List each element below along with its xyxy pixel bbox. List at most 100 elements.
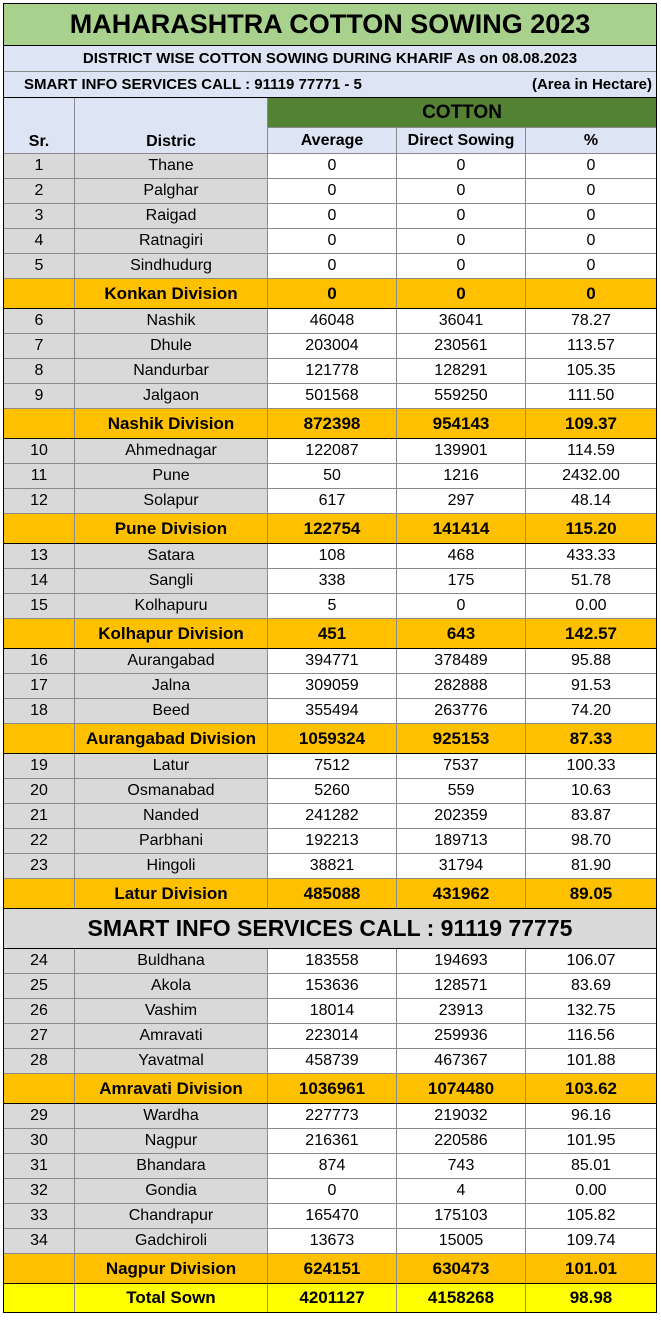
percent-cell: 105.82 <box>566 1207 616 1224</box>
percent-cell: 91.53 <box>570 677 612 694</box>
average-cell: 394771 <box>268 649 397 673</box>
table-row: 27 Amravati 223014 259936 116.56 <box>4 1024 656 1049</box>
average-cell: 7512 <box>268 754 397 778</box>
direct-sowing-cell: 36041 <box>397 309 526 333</box>
sheet-subtitle: DISTRICT WISE COTTON SOWING DURING KHARI… <box>4 46 656 72</box>
division-row: Latur Division 485088 431962 89.05 <box>4 879 656 909</box>
direct-sowing-cell: 23913 <box>397 999 526 1023</box>
sr-cell: 22 <box>4 829 75 853</box>
district-cell: Ratnagiri <box>75 229 268 253</box>
table-row: 24 Buldhana 183558 194693 106.07 <box>4 949 656 974</box>
direct-sowing-cell: 630473 <box>397 1254 526 1283</box>
percent-cell: 51.78 <box>570 572 612 589</box>
sr-cell: 19 <box>4 754 75 778</box>
header-sr: Sr. <box>4 98 75 153</box>
percent-cell: 106.07 <box>566 952 616 969</box>
percent-cell: 0 <box>586 182 596 199</box>
percent-cell: 98.98 <box>569 1288 613 1307</box>
average-cell: 121778 <box>268 359 397 383</box>
direct-sowing-cell: 925153 <box>397 724 526 753</box>
sr-cell <box>4 409 75 438</box>
percent-cell: 89.05 <box>569 883 613 903</box>
average-cell: 501568 <box>268 384 397 408</box>
division-row: Kolhapur Division 451 643 142.57 <box>4 619 656 649</box>
district-cell: Pune Division <box>75 514 268 543</box>
sr-cell: 26 <box>4 999 75 1023</box>
direct-sowing-cell: 743 <box>397 1154 526 1178</box>
average-cell: 5 <box>268 594 397 618</box>
district-cell: Nagpur <box>75 1129 268 1153</box>
percent-cell: 0 <box>586 207 596 224</box>
sr-cell: 24 <box>4 949 75 973</box>
percent-cell: 116.56 <box>567 1027 615 1044</box>
direct-sowing-cell: 194693 <box>397 949 526 973</box>
percent-cell: 83.69 <box>570 977 612 994</box>
sr-cell <box>4 1284 75 1312</box>
percent-cell: 114.59 <box>567 442 615 459</box>
average-cell: 165470 <box>268 1204 397 1228</box>
percent-cell: 101.95 <box>566 1132 616 1149</box>
direct-sowing-cell: 189713 <box>397 829 526 853</box>
sr-cell: 33 <box>4 1204 75 1228</box>
percent-cell: 74.20 <box>570 702 612 719</box>
average-cell: 0 <box>268 154 397 178</box>
table-row: 7 Dhule 203004 230561 113.57 <box>4 334 656 359</box>
info-line: SMART INFO SERVICES CALL : 91119 77771 -… <box>4 72 656 98</box>
table-header: Sr. Distric COTTON Average Direct Sowing… <box>4 98 656 154</box>
district-cell: Ahmednagar <box>75 439 268 463</box>
percent-cell: 0.00 <box>575 1182 607 1199</box>
percent-cell: 78.27 <box>570 312 612 329</box>
sr-cell: 7 <box>4 334 75 358</box>
average-cell: 5260 <box>268 779 397 803</box>
average-cell: 0 <box>268 254 397 278</box>
sr-cell: 15 <box>4 594 75 618</box>
table-row: 19 Latur 7512 7537 100.33 <box>4 754 656 779</box>
percent-cell: 0.00 <box>575 597 607 614</box>
table-row: 21 Nanded 241282 202359 83.87 <box>4 804 656 829</box>
direct-sowing-cell: 559250 <box>397 384 526 408</box>
table-row: 18 Beed 355494 263776 74.20 <box>4 699 656 724</box>
percent-cell: 109.74 <box>566 1232 616 1249</box>
district-cell: Latur <box>75 754 268 778</box>
percent-cell: 103.62 <box>565 1078 617 1098</box>
percent-cell: 0 <box>586 257 596 274</box>
sr-cell: 27 <box>4 1024 75 1048</box>
table-row: 8 Nandurbar 121778 128291 105.35 <box>4 359 656 384</box>
header-direct-sowing: Direct Sowing <box>397 128 526 153</box>
average-cell: 0 <box>268 179 397 203</box>
sr-cell: 17 <box>4 674 75 698</box>
header-average: Average <box>268 128 397 153</box>
sr-cell <box>4 619 75 648</box>
direct-sowing-cell: 139901 <box>397 439 526 463</box>
direct-sowing-cell: 468 <box>397 544 526 568</box>
percent-cell: 98.70 <box>570 832 612 849</box>
division-row: Nagpur Division 624151 630473 101.01 <box>4 1254 656 1284</box>
average-cell: 874 <box>268 1154 397 1178</box>
sr-cell: 11 <box>4 464 75 488</box>
sr-cell <box>4 879 75 908</box>
sr-cell <box>4 514 75 543</box>
table-row: 17 Jalna 309059 282888 91.53 <box>4 674 656 699</box>
direct-sowing-cell: 297 <box>397 489 526 513</box>
table-row: 14 Sangli 338 175 51.78 <box>4 569 656 594</box>
direct-sowing-cell: 31794 <box>397 854 526 878</box>
direct-sowing-cell: 431962 <box>397 879 526 908</box>
percent-cell: 113.57 <box>567 337 615 354</box>
percent-cell: 101.88 <box>566 1052 616 1069</box>
direct-sowing-cell: 467367 <box>397 1049 526 1073</box>
unit-note: (Area in Hectare) <box>531 76 652 93</box>
direct-sowing-cell: 263776 <box>397 699 526 723</box>
average-cell: 451 <box>268 619 397 648</box>
direct-sowing-cell: 202359 <box>397 804 526 828</box>
table-body: 1 Thane 0 0 0 2 Palghar 0 0 0 3 Raigad 0 0 0 4 Ratnagiri… <box>4 154 656 1312</box>
average-cell: 227773 <box>268 1104 397 1128</box>
table-row: 11 Pune 50 1216 2432.00 <box>4 464 656 489</box>
sr-cell: 9 <box>4 384 75 408</box>
percent-cell: 433.33 <box>566 547 616 564</box>
district-cell: Jalgaon <box>75 384 268 408</box>
district-cell: Nagpur Division <box>75 1254 268 1283</box>
sr-cell: 14 <box>4 569 75 593</box>
direct-sowing-cell: 128291 <box>397 359 526 383</box>
district-cell: Chandrapur <box>75 1204 268 1228</box>
percent-cell: 109.37 <box>565 413 617 433</box>
